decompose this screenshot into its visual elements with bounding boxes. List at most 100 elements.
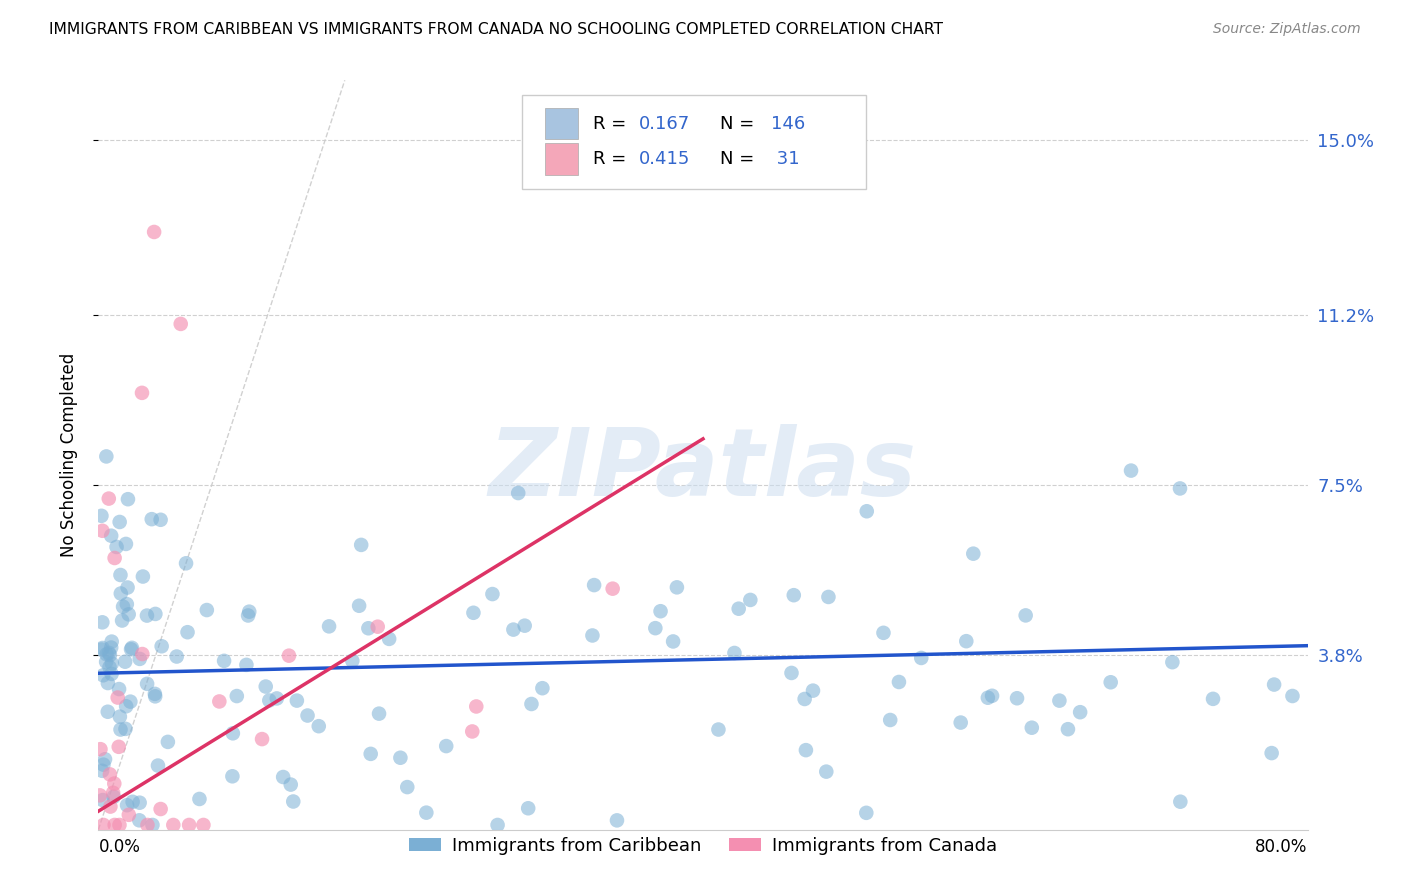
- Point: [100, 666, 122, 681]
- Point: [91, 764, 114, 778]
- Point: [280, 778, 302, 792]
- Point: [97, 491, 120, 506]
- Point: [136, 677, 159, 691]
- Point: [110, 568, 132, 582]
- Point: [117, 492, 139, 507]
- Point: [347, 599, 370, 613]
- Point: [1014, 608, 1036, 623]
- Point: [271, 770, 294, 784]
- Point: [112, 599, 135, 614]
- Point: [100, 529, 122, 543]
- Point: [250, 732, 273, 747]
- Point: [1021, 721, 1043, 735]
- Point: [118, 807, 141, 822]
- Point: [949, 715, 972, 730]
- Point: [150, 640, 173, 654]
- Point: [1202, 691, 1225, 706]
- Point: [389, 750, 412, 764]
- Point: [879, 713, 901, 727]
- Point: [222, 726, 245, 740]
- Point: [1005, 691, 1028, 706]
- Point: [581, 628, 603, 642]
- Point: [793, 692, 815, 706]
- Point: [108, 709, 131, 723]
- Point: [132, 569, 155, 583]
- Point: [108, 681, 131, 696]
- Point: [115, 537, 138, 551]
- Point: [583, 578, 606, 592]
- Point: [162, 818, 184, 832]
- Point: [794, 743, 817, 757]
- Point: [93, 757, 115, 772]
- Point: [115, 699, 138, 714]
- Point: [143, 225, 166, 239]
- Point: [104, 818, 127, 832]
- Point: [342, 654, 364, 668]
- Text: R =: R =: [593, 150, 631, 168]
- Point: [128, 796, 150, 810]
- Point: [89, 742, 111, 756]
- Point: [662, 634, 685, 648]
- Point: [128, 652, 150, 666]
- Point: [131, 647, 153, 661]
- Point: [1069, 705, 1091, 719]
- Point: [278, 648, 301, 663]
- Point: [266, 691, 288, 706]
- Point: [1168, 795, 1191, 809]
- Point: [103, 776, 125, 790]
- Point: [221, 769, 243, 783]
- FancyBboxPatch shape: [544, 144, 578, 175]
- Text: 0.415: 0.415: [638, 150, 690, 168]
- Point: [91, 640, 114, 655]
- Point: [117, 581, 139, 595]
- Point: [115, 597, 138, 611]
- Point: [188, 792, 211, 806]
- Point: [107, 739, 129, 754]
- Point: [110, 723, 132, 737]
- Point: [93, 818, 115, 832]
- Point: [149, 802, 172, 816]
- Point: [308, 719, 330, 733]
- Point: [110, 586, 132, 600]
- Point: [955, 634, 977, 648]
- Point: [235, 657, 257, 672]
- Point: [1057, 722, 1080, 736]
- Point: [463, 606, 485, 620]
- Point: [101, 786, 124, 800]
- Point: [318, 619, 340, 633]
- Point: [225, 689, 247, 703]
- Point: [508, 486, 530, 500]
- Point: [434, 739, 457, 753]
- Point: [98, 767, 121, 781]
- Point: [114, 655, 136, 669]
- Point: [121, 795, 143, 809]
- Point: [174, 557, 197, 571]
- Point: [650, 604, 672, 618]
- Point: [1161, 655, 1184, 669]
- Point: [981, 689, 1004, 703]
- Point: [977, 690, 1000, 705]
- Point: [1119, 464, 1142, 478]
- Point: [367, 620, 389, 634]
- Point: [1168, 482, 1191, 496]
- Point: [145, 607, 167, 621]
- Point: [111, 614, 134, 628]
- Point: [149, 513, 172, 527]
- Point: [146, 758, 169, 772]
- Point: [259, 693, 281, 707]
- Point: [166, 649, 188, 664]
- Text: IMMIGRANTS FROM CARIBBEAN VS IMMIGRANTS FROM CANADA NO SCHOOLING COMPLETED CORRE: IMMIGRANTS FROM CARIBBEAN VS IMMIGRANTS …: [49, 22, 943, 37]
- Point: [461, 724, 484, 739]
- Point: [118, 607, 141, 622]
- Point: [602, 582, 624, 596]
- Point: [156, 735, 179, 749]
- Point: [486, 818, 509, 832]
- Point: [357, 621, 380, 635]
- Point: [107, 690, 129, 705]
- Point: [128, 814, 150, 828]
- Point: [236, 608, 259, 623]
- Point: [723, 646, 745, 660]
- Point: [108, 515, 131, 529]
- Point: [962, 547, 984, 561]
- Point: [872, 625, 894, 640]
